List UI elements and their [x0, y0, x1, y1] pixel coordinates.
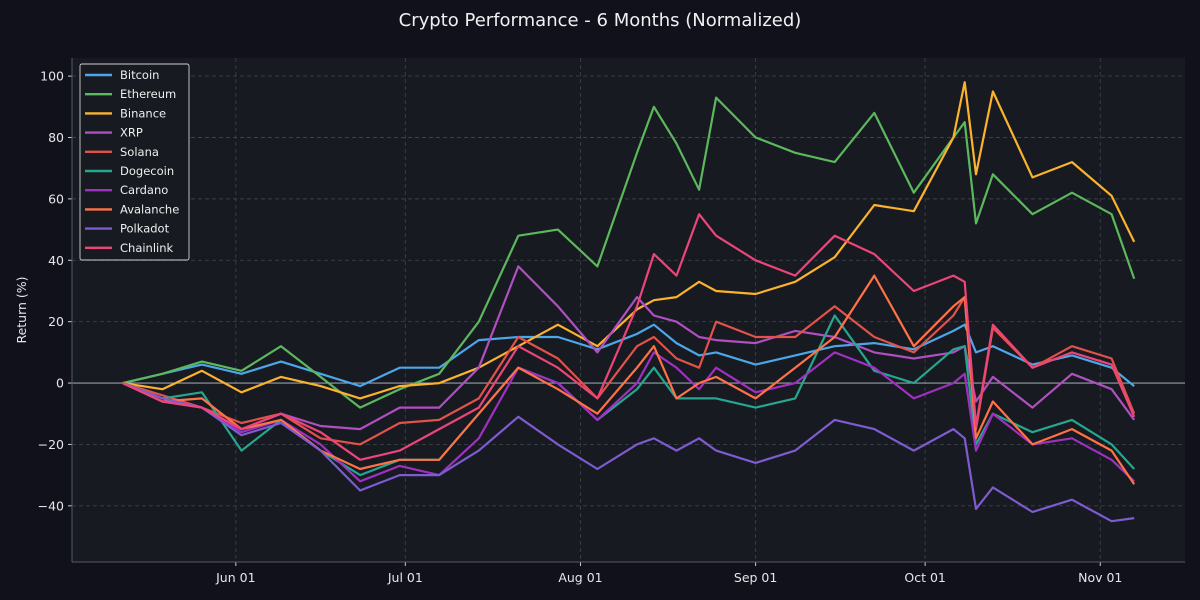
- x-tick-label: Sep 01: [734, 570, 777, 585]
- y-tick-label: 0: [56, 376, 64, 391]
- series-line-chainlink: [122, 213, 1136, 461]
- chart-title: Crypto Performance - 6 Months (Normalize…: [398, 10, 802, 31]
- legend-label: Bitcoin: [120, 68, 159, 82]
- legend-label: Polkadot: [120, 222, 170, 236]
- y-tick-label: 20: [48, 314, 64, 329]
- series-line-xrp: [122, 265, 1136, 431]
- y-axis-label: Return (%): [14, 276, 29, 343]
- axes: −40 −20 0 20 40 60 80 100 Jun 01 Jul 01 Aug 01 Sep …: [38, 58, 1185, 585]
- gridlines: [72, 58, 1185, 562]
- legend-label: Binance: [120, 106, 166, 120]
- y-tick-label: 60: [48, 191, 64, 206]
- legend: Bitcoin Ethereum Binance XRP Solana Dogecoin C…: [79, 63, 190, 261]
- y-tick-label: 80: [48, 130, 64, 145]
- x-tick-label: Aug 01: [558, 570, 602, 585]
- legend-label: Ethereum: [120, 87, 176, 101]
- y-tick-label: 40: [48, 253, 64, 268]
- y-tick-label: 100: [40, 69, 64, 84]
- x-tick-label: Nov 01: [1078, 570, 1122, 585]
- series-line-binance: [122, 81, 1136, 400]
- series-line-bitcoin: [122, 323, 1135, 388]
- legend-label: Dogecoin: [120, 164, 174, 178]
- y-tick-label: −20: [38, 437, 64, 452]
- series-lines: [122, 81, 1136, 523]
- x-tick-label: Jun 01: [215, 570, 255, 585]
- legend-label: Chainlink: [120, 241, 174, 255]
- x-tick-label: Oct 01: [904, 570, 946, 585]
- y-tick-label: −40: [38, 498, 64, 513]
- x-tick-label: Jul 01: [387, 570, 423, 585]
- series-line-ethereum: [122, 96, 1136, 409]
- legend-label: Avalanche: [120, 202, 179, 216]
- legend-label: Cardano: [120, 183, 168, 197]
- series-line-cardano: [122, 351, 1135, 483]
- legend-label: Solana: [120, 145, 159, 159]
- legend-label: XRP: [120, 126, 143, 140]
- series-line-polkadot: [122, 382, 1135, 523]
